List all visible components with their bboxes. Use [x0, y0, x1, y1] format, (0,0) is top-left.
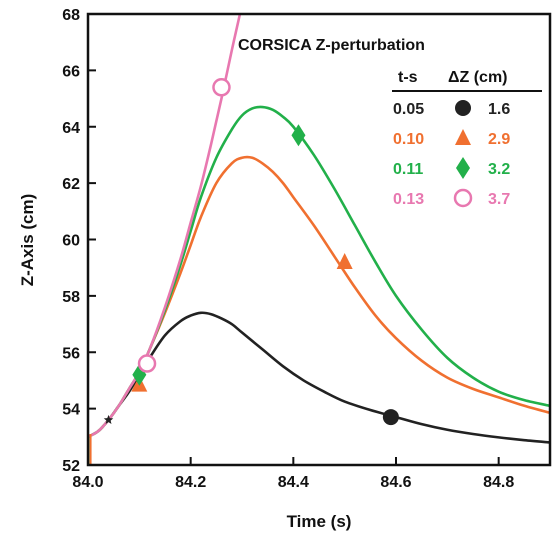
series-line-0.05 — [88, 311, 550, 444]
legend-marker-1 — [455, 129, 471, 145]
y-tick-label: 58 — [62, 289, 80, 306]
y-tick-label: 64 — [62, 120, 80, 137]
y-tick-label: 54 — [62, 402, 80, 419]
legend-header-ts: t-s — [398, 69, 418, 86]
x-tick-label: 84.8 — [483, 474, 514, 491]
legend-dz-0: 1.6 — [488, 101, 510, 118]
y-axis: 52 54 56 58 60 62 64 66 68 — [62, 7, 96, 475]
y-tick-label: 66 — [62, 63, 80, 80]
legend-marker-2 — [456, 157, 470, 179]
legend-ts-2: 0.11 — [393, 161, 423, 178]
series-marker-0.13 — [212, 78, 231, 97]
y-axis-title: Z-Axis (cm) — [18, 194, 37, 287]
legend: t-s ΔZ (cm) 0.05 1.6 0.10 2.9 0.11 3.2 0.13 3.7 — [392, 69, 542, 208]
x-tick-label: 84.0 — [72, 474, 103, 491]
legend-marker-0 — [455, 100, 471, 116]
x-axis: 84.0 84.2 84.4 84.6 84.8 — [72, 457, 514, 491]
legend-dz-2: 3.2 — [488, 161, 510, 178]
legend-header-dz: ΔZ (cm) — [448, 69, 508, 86]
y-tick-label: 68 — [62, 7, 80, 24]
legend-marker-3 — [453, 188, 473, 208]
x-tick-label: 84.2 — [175, 474, 206, 491]
legend-ts-3: 0.13 — [393, 191, 424, 208]
x-tick-label: 84.6 — [380, 474, 411, 491]
legend-dz-3: 3.7 — [488, 191, 510, 208]
series-marker-0.13 — [137, 354, 157, 373]
chart-title: CORSICA Z-perturbation — [238, 37, 425, 54]
x-tick-label: 84.4 — [278, 474, 309, 491]
start-star-marker — [103, 414, 114, 424]
legend-ts-0: 0.05 — [393, 101, 424, 118]
y-tick-label: 60 — [62, 233, 80, 250]
x-axis-title: Time (s) — [287, 512, 352, 531]
y-tick-label: 56 — [62, 345, 80, 362]
legend-ts-1: 0.10 — [393, 131, 424, 148]
y-tick-label: 62 — [62, 176, 80, 193]
y-tick-label: 52 — [62, 458, 80, 475]
series-marker-0.10 — [336, 253, 353, 270]
series-marker-0.11 — [291, 124, 306, 147]
series-line-0.13 — [88, 14, 242, 438]
series-marker-0.05 — [382, 409, 399, 426]
marker-layer — [103, 78, 399, 426]
legend-dz-1: 2.9 — [488, 131, 510, 148]
